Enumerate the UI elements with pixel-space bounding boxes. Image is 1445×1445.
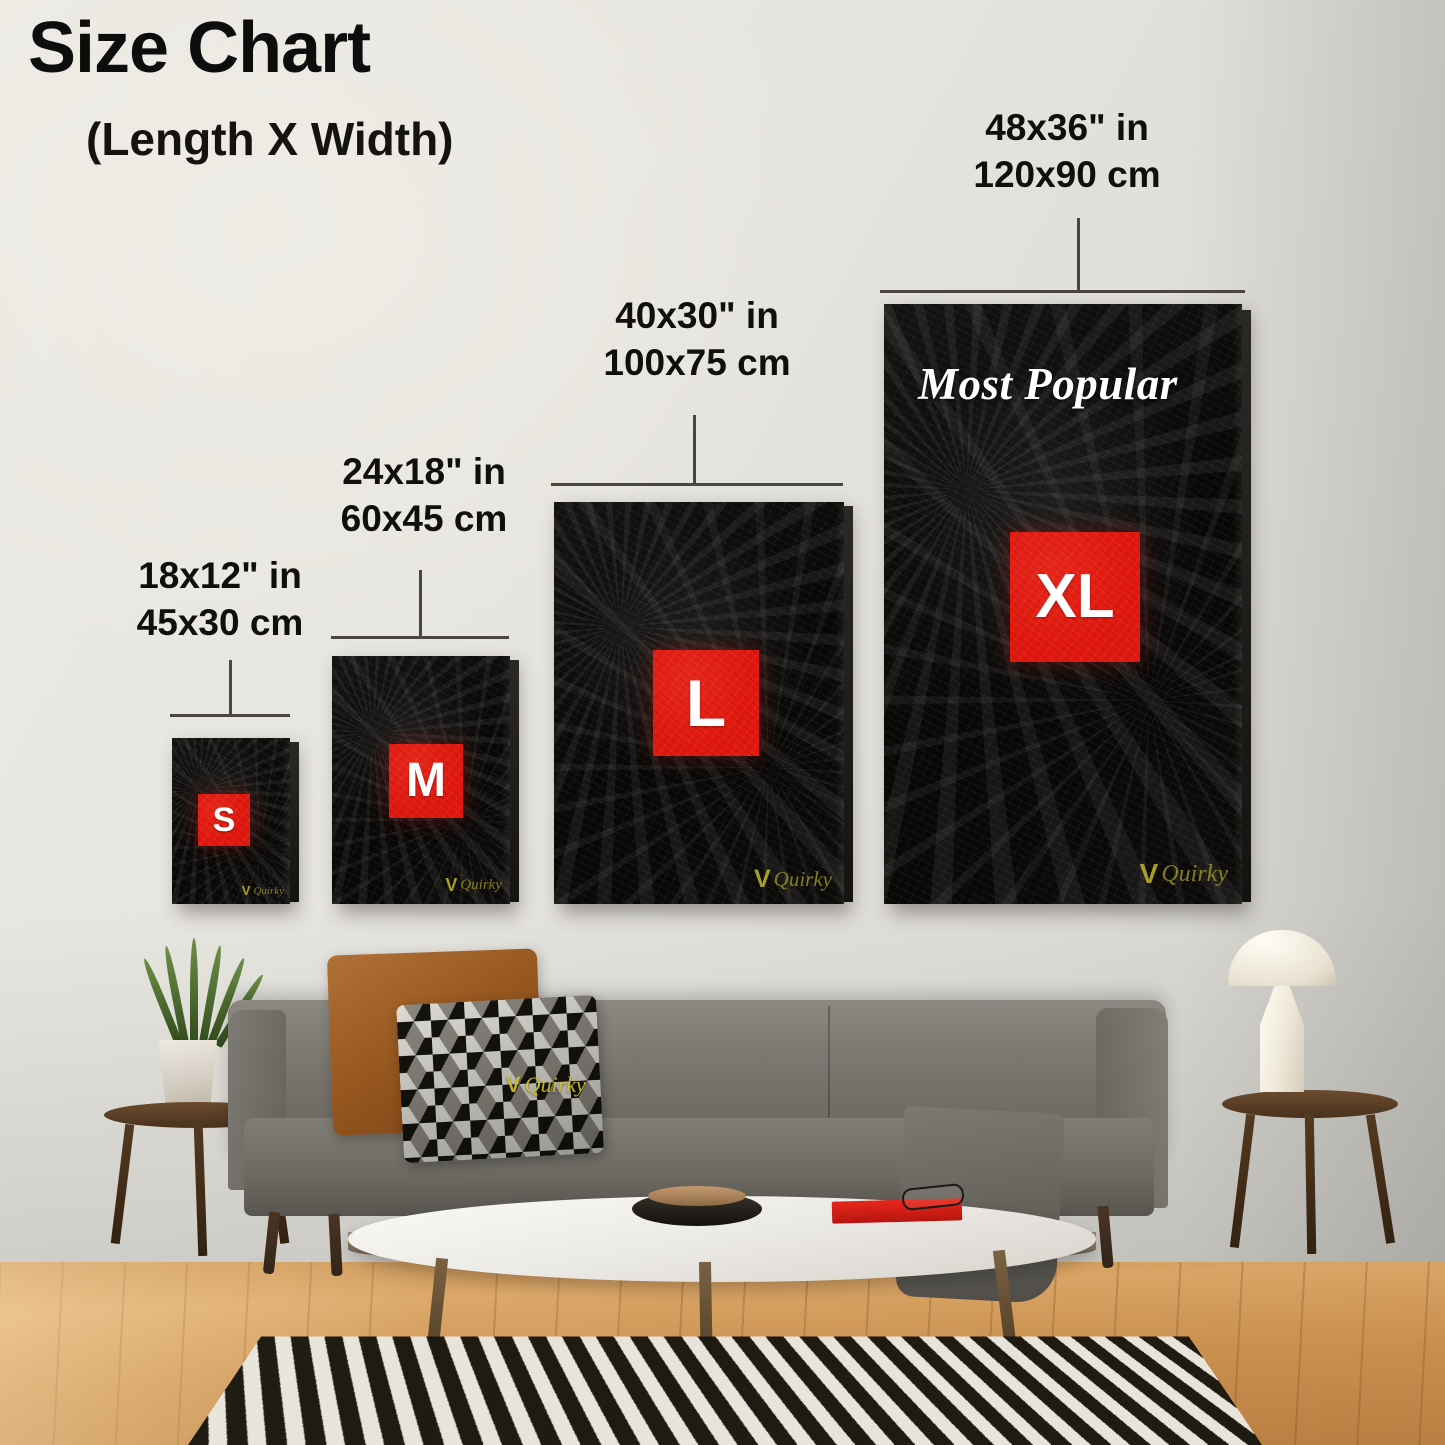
size-badge-l: L bbox=[653, 650, 759, 756]
canvas-s-depth bbox=[290, 742, 299, 902]
size-m-inches: 24x18" in bbox=[342, 451, 506, 492]
size-xl-inches: 48x36" in bbox=[985, 107, 1149, 148]
canvas-m-depth bbox=[510, 660, 519, 902]
page-title: Size Chart bbox=[28, 8, 371, 88]
brand-mark-icon: V bbox=[241, 883, 251, 898]
page-subtitle: (Length X Width) bbox=[86, 113, 454, 165]
pillow-watermark: V Quirky bbox=[506, 1072, 586, 1098]
measure-bar-m bbox=[331, 636, 509, 639]
size-badge-s: S bbox=[198, 794, 250, 846]
canvas-xl[interactable]: Most Popular XL V Quirky bbox=[884, 304, 1242, 904]
canvas-xl-depth bbox=[1242, 310, 1251, 902]
brand-mark-icon: V bbox=[753, 865, 771, 893]
canvas-l-depth bbox=[844, 506, 853, 902]
chevron-rug bbox=[188, 1336, 1262, 1445]
canvas-s[interactable]: S V Quirky bbox=[172, 738, 290, 904]
brand-mark-icon: V bbox=[506, 1072, 521, 1097]
canvas-l[interactable]: L V Quirky bbox=[554, 502, 844, 904]
measure-stem-s bbox=[229, 660, 232, 716]
size-s-inches: 18x12" in bbox=[138, 555, 302, 596]
size-label-l: 40x30" in 100x75 cm bbox=[568, 292, 826, 387]
size-m-cm: 60x45 cm bbox=[340, 498, 508, 540]
measure-bar-s bbox=[170, 714, 290, 717]
measure-bar-xl bbox=[880, 290, 1245, 293]
size-s-cm: 45x30 cm bbox=[136, 602, 304, 644]
canvas-m-watermark: V Quirky bbox=[445, 875, 502, 896]
size-xl-cm: 120x90 cm bbox=[973, 154, 1161, 196]
brand-mark-icon: V bbox=[445, 875, 458, 895]
canvas-l-watermark: V Quirky bbox=[754, 865, 832, 894]
measure-bar-l bbox=[551, 483, 843, 486]
brand-name: Quirky bbox=[773, 867, 832, 891]
size-letter-m: M bbox=[406, 754, 446, 807]
decor-bowl-inner bbox=[648, 1186, 746, 1206]
brand-name: Quirky bbox=[524, 1072, 586, 1097]
measure-stem-l bbox=[693, 415, 696, 485]
canvas-s-watermark: V Quirky bbox=[242, 883, 284, 898]
size-letter-l: L bbox=[685, 666, 727, 740]
most-popular-badge: Most Popular bbox=[918, 359, 1178, 409]
canvas-xl-watermark: V Quirky bbox=[1140, 858, 1228, 890]
size-label-m: 24x18" in 60x45 cm bbox=[300, 448, 548, 543]
brand-name: Quirky bbox=[460, 877, 502, 893]
brand-mark-icon: V bbox=[1139, 858, 1159, 889]
brand-name: Quirky bbox=[253, 884, 284, 897]
brand-name: Quirky bbox=[1161, 860, 1228, 887]
size-l-inches: 40x30" in bbox=[615, 295, 779, 336]
size-letter-xl: XL bbox=[1035, 562, 1115, 631]
size-label-xl: 48x36" in 120x90 cm bbox=[932, 104, 1202, 199]
size-letter-s: S bbox=[212, 801, 236, 839]
size-l-cm: 100x75 cm bbox=[603, 342, 791, 384]
size-label-s: 18x12" in 45x30 cm bbox=[110, 552, 330, 647]
size-badge-m: M bbox=[389, 744, 463, 818]
canvas-m[interactable]: M V Quirky bbox=[332, 656, 510, 904]
measure-stem-xl bbox=[1077, 218, 1080, 292]
size-badge-xl: XL bbox=[1010, 532, 1140, 662]
measure-stem-m bbox=[419, 570, 422, 638]
